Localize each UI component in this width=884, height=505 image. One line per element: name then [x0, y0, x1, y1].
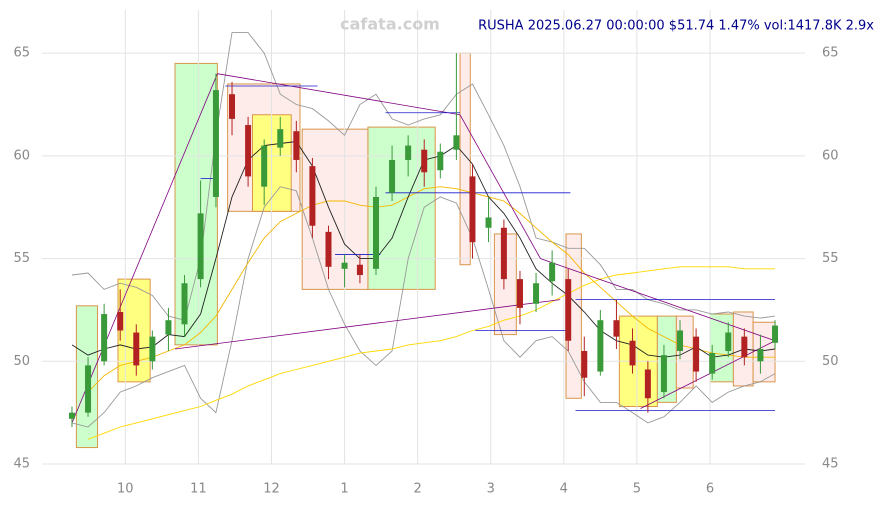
- candle-body: [469, 176, 476, 243]
- y-tick-label-right: 60: [822, 148, 839, 163]
- candles: [68, 53, 779, 428]
- candle-body: [549, 262, 556, 282]
- candle-body: [117, 311, 124, 331]
- candle-body: [709, 353, 716, 374]
- candle-body: [389, 159, 396, 193]
- trendlines: [71, 73, 776, 424]
- candle-body: [437, 151, 444, 171]
- candle-body: [581, 351, 588, 378]
- overlay-line: [87, 266, 775, 440]
- candle-body: [309, 166, 316, 226]
- x-tick-label: 12: [263, 482, 280, 497]
- candle-body: [372, 196, 379, 269]
- candle-body: [500, 227, 507, 280]
- candle-body: [405, 145, 412, 160]
- candle-body: [660, 355, 667, 393]
- overlay-line: [71, 186, 776, 428]
- candle-body: [149, 336, 156, 362]
- trendline: [640, 340, 776, 409]
- candle-body: [677, 330, 684, 352]
- candle-body: [644, 369, 651, 399]
- y-tick-label: 65: [13, 46, 30, 61]
- x-tick-label: 1: [340, 482, 348, 497]
- candle-body: [245, 125, 252, 177]
- y-tick-label-right: 55: [822, 251, 839, 266]
- zone-box: [752, 321, 776, 383]
- trendline: [459, 114, 541, 259]
- x-tick-label: 3: [487, 482, 495, 497]
- overlay-line: [71, 32, 776, 321]
- y-tick-label: 55: [13, 251, 30, 266]
- y-tick-label: 45: [13, 457, 30, 472]
- candle-body: [165, 320, 172, 335]
- trendline: [174, 299, 561, 350]
- trendline: [217, 73, 461, 116]
- candle-body: [693, 336, 700, 372]
- candle-body: [485, 217, 492, 228]
- trendline: [71, 73, 218, 424]
- candle-body: [101, 314, 108, 362]
- candle-body: [356, 264, 363, 276]
- candle-body: [277, 129, 284, 148]
- boxes: [75, 52, 776, 449]
- overlays: [71, 32, 776, 440]
- candle-body: [293, 131, 300, 160]
- candle-body: [597, 320, 604, 372]
- candle-body: [741, 336, 748, 358]
- candle-body: [181, 283, 188, 325]
- candle-body: [629, 340, 636, 366]
- y-tick-label-right: 45: [822, 457, 839, 472]
- overlay-line: [87, 186, 775, 393]
- candle-body: [757, 348, 764, 362]
- y-tick-label-right: 50: [822, 354, 839, 369]
- candle-body: [516, 279, 523, 308]
- candle-body: [261, 145, 268, 187]
- candle-body: [772, 325, 779, 343]
- candle-body: [133, 332, 140, 366]
- x-tick-label: 6: [706, 482, 714, 497]
- x-tick-label: 5: [633, 482, 641, 497]
- x-tick-label: 11: [190, 482, 207, 497]
- x-tick-label: 4: [560, 482, 568, 497]
- chart-title: RUSHA 2025.06.27 00:00:00 $51.74 1.47% v…: [478, 19, 874, 34]
- y-tick-label-right: 65: [822, 46, 839, 61]
- zone-box: [675, 315, 694, 389]
- candle-body: [197, 213, 204, 280]
- levels: [200, 85, 776, 411]
- candle-body: [725, 332, 732, 352]
- candle-body: [533, 283, 540, 304]
- y-tick-label: 50: [13, 354, 30, 369]
- candle-body: [212, 90, 219, 197]
- candle-body: [229, 94, 236, 119]
- x-tick-label: 2: [414, 482, 422, 497]
- candle-body: [325, 231, 332, 267]
- x-tick-label: 10: [117, 482, 134, 497]
- zone-box: [174, 62, 218, 346]
- watermark: cafata.com: [340, 15, 440, 34]
- candle-body: [453, 135, 460, 150]
- candle-body: [421, 149, 428, 173]
- candle-body: [565, 279, 572, 341]
- candle-body: [68, 412, 75, 419]
- zone-box: [459, 52, 471, 266]
- y-tick-label: 60: [13, 148, 30, 163]
- candle-body: [341, 262, 348, 269]
- candle-body: [613, 320, 620, 337]
- candle-body: [85, 365, 92, 413]
